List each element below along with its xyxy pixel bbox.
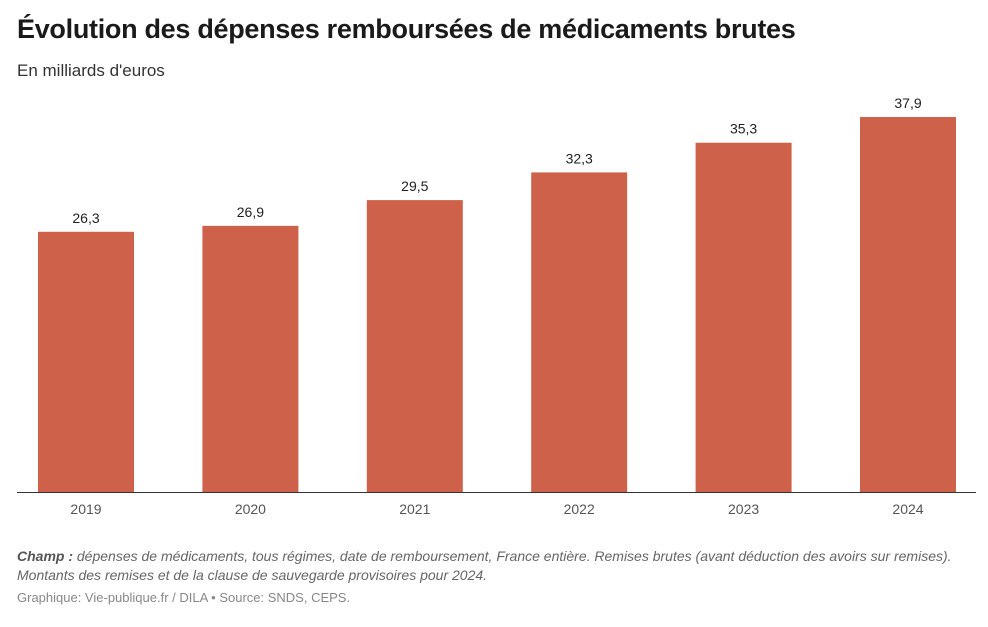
x-tick-label: 2022 bbox=[564, 501, 595, 517]
data-label: 32,3 bbox=[566, 150, 593, 166]
x-tick-label: 2020 bbox=[235, 501, 266, 517]
x-tick-label: 2024 bbox=[892, 501, 923, 517]
x-tick-label: 2023 bbox=[728, 501, 759, 517]
footnote-label: Champ : bbox=[17, 548, 73, 564]
footnote-text: dépenses de médicaments, tous régimes, d… bbox=[17, 548, 952, 583]
bar-2024 bbox=[860, 117, 956, 492]
bar-2021 bbox=[366, 200, 463, 492]
source-credit: Graphique: Vie-publique.fr / DILA • Sour… bbox=[17, 590, 351, 605]
footnote: Champ : dépenses de médicaments, tous ré… bbox=[17, 547, 967, 585]
data-label: 37,9 bbox=[894, 95, 921, 111]
bar-2020 bbox=[202, 225, 299, 492]
chart-subtitle: En milliards d'euros bbox=[17, 61, 165, 80]
chart-title: Évolution des dépenses remboursées de mé… bbox=[17, 14, 796, 44]
data-label: 26,9 bbox=[237, 204, 264, 220]
bar-2023 bbox=[695, 142, 792, 493]
data-label: 26,3 bbox=[72, 210, 99, 226]
bar-chart: 26,3 2019 26,9 2020 29,5 2021 32,3 2022 35,3 2023… bbox=[17, 95, 976, 517]
data-label: 35,3 bbox=[730, 121, 757, 137]
bar-2022 bbox=[531, 172, 628, 492]
x-tick-label: 2019 bbox=[70, 501, 101, 517]
x-tick-label: 2021 bbox=[399, 501, 430, 517]
bar-2019 bbox=[38, 231, 134, 492]
data-label: 29,5 bbox=[401, 178, 428, 194]
